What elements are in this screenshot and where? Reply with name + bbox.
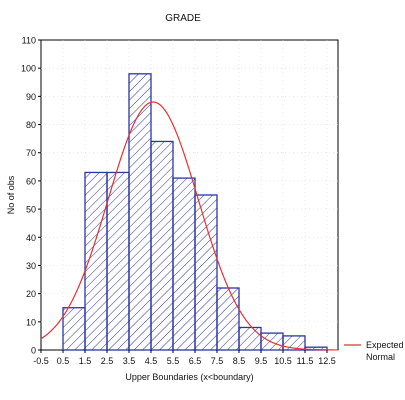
x-tick-label: 8.5 — [233, 356, 246, 366]
y-tick-label: 30 — [26, 261, 36, 271]
expected-normal-line — [40, 101, 338, 351]
histogram-bar — [194, 194, 218, 351]
x-tick-label: 7.5 — [211, 356, 224, 366]
x-tick-label: 3.5 — [123, 356, 136, 366]
expected-normal-curve — [40, 101, 338, 351]
x-tick-label: 4.5 — [145, 356, 158, 366]
y-axis-label: No of obs — [6, 175, 16, 214]
x-tick-label: 9.5 — [255, 356, 268, 366]
histogram-bar — [62, 307, 86, 351]
y-tick-label: 90 — [26, 92, 36, 102]
x-tick-label: 6.5 — [189, 356, 202, 366]
y-tick-label: 110 — [22, 36, 36, 46]
legend-label-expected: Expected — [366, 340, 404, 350]
y-axis: 0 10 20 30 40 50 60 70 80 90 100 110 — [21, 36, 41, 356]
legend-label-normal: Normal — [366, 352, 395, 362]
bars — [62, 73, 328, 351]
x-tick-label: 0.5 — [57, 356, 70, 366]
histogram-bar — [106, 171, 130, 351]
y-tick-label: 50 — [26, 205, 36, 215]
y-tick-label: 60 — [26, 176, 36, 186]
histogram-bar — [128, 73, 152, 351]
y-tick-label: 20 — [26, 289, 36, 299]
y-tick-label: 0 — [31, 346, 36, 356]
x-tick-label: 2.5 — [101, 356, 114, 366]
x-tick-label: 10.5 — [274, 356, 292, 366]
y-tick-label: 10 — [26, 317, 36, 327]
histogram-bar — [282, 335, 306, 351]
histogram-bar — [260, 332, 284, 351]
histogram-bar — [238, 326, 262, 351]
y-tick-label: 80 — [26, 120, 36, 130]
histogram-bar — [150, 140, 174, 351]
chart-title: GRADE — [165, 13, 201, 24]
x-axis: -0.5 0.5 1.5 2.5 3.5 4.5 5.5 6.5 7.5 8.5 9.5 10.5 11… — [33, 350, 336, 366]
x-tick-label: 12.5 — [318, 356, 336, 366]
x-tick-label: -0.5 — [33, 356, 49, 366]
x-tick-label: 11.5 — [297, 356, 314, 366]
histogram-bar — [172, 177, 196, 351]
x-axis-label: Upper Boundaries (x<boundary) — [125, 372, 253, 382]
x-tick-label: 1.5 — [79, 356, 92, 366]
legend: Expected Normal — [344, 340, 404, 362]
y-tick-label: 40 — [26, 233, 36, 243]
histogram-bar — [216, 287, 240, 351]
y-tick-label: 70 — [26, 148, 36, 158]
x-tick-label: 5.5 — [167, 356, 180, 366]
y-tick-label: 100 — [21, 64, 36, 74]
